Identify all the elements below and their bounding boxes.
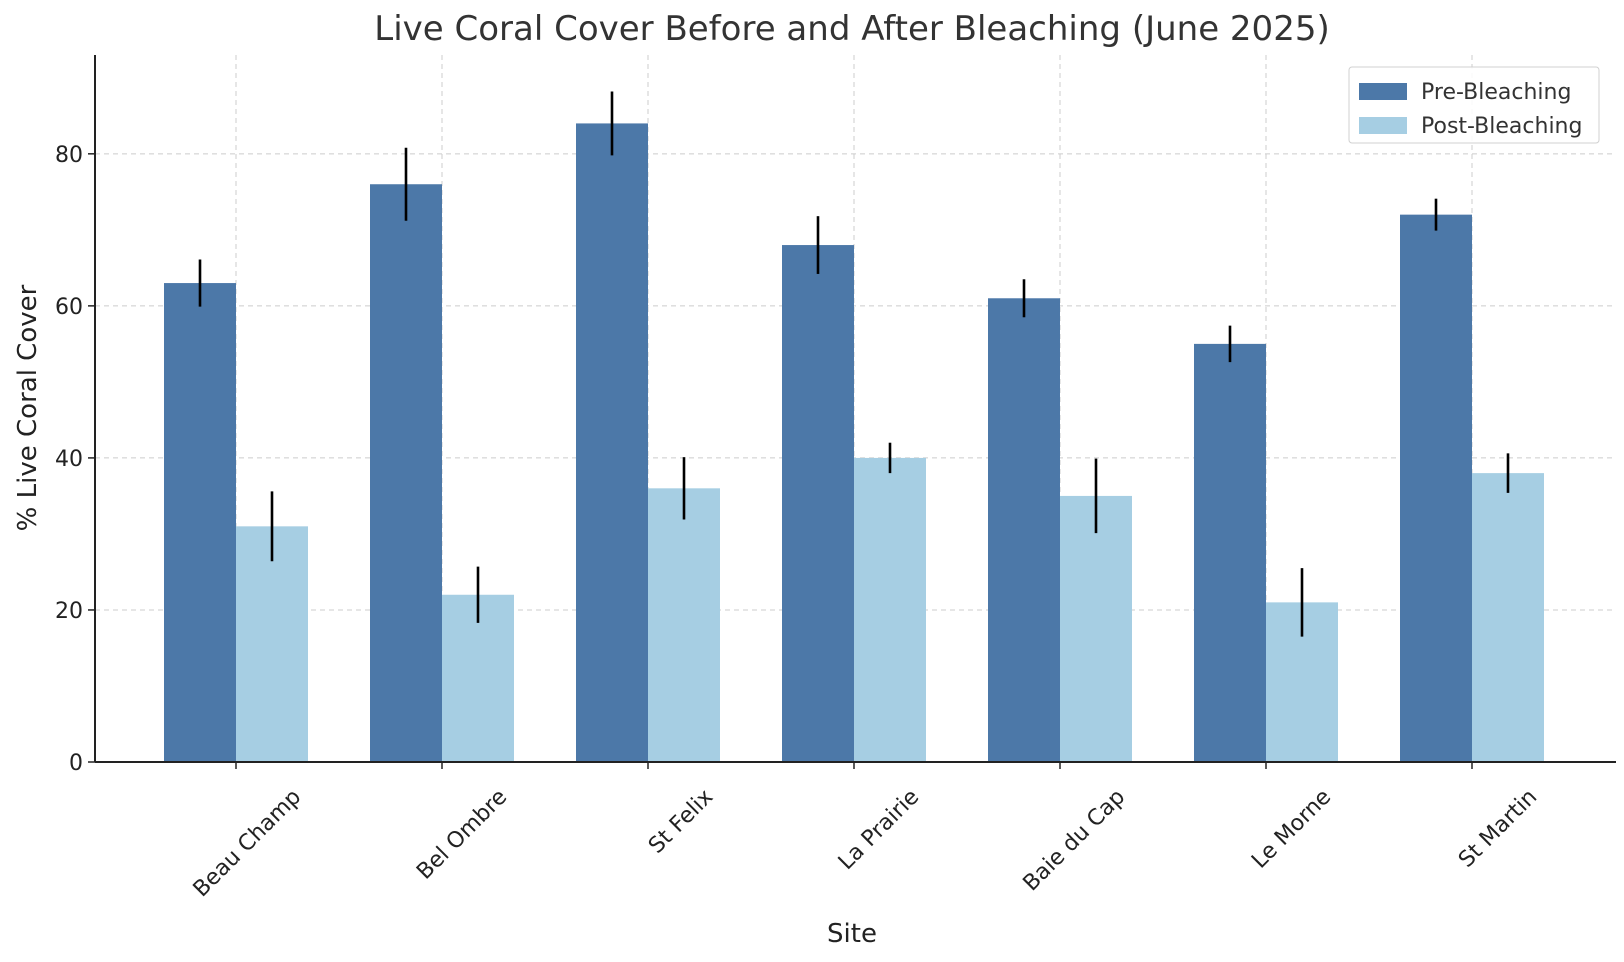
y-axis-title: % Live Coral Cover xyxy=(13,284,43,531)
x-tick-label: Le Morne xyxy=(1247,785,1336,874)
bar-pre-bleaching xyxy=(782,245,854,762)
bar-pre-bleaching xyxy=(370,184,442,762)
x-tick-label: La Prairie xyxy=(834,785,924,875)
bar-post-bleaching xyxy=(648,488,720,762)
x-tick-label: Baie du Cap xyxy=(1019,785,1131,897)
bar-pre-bleaching xyxy=(164,283,236,762)
legend-label: Post-Bleaching xyxy=(1421,114,1582,139)
axes-layer xyxy=(94,55,1616,763)
error-bars-layer xyxy=(198,91,1510,637)
bar-pre-bleaching xyxy=(1194,343,1266,762)
x-tick-label: St Felix xyxy=(644,785,718,859)
legend-label: Pre-Bleaching xyxy=(1421,80,1571,105)
x-axis-title: Site xyxy=(827,919,877,949)
legend: Pre-Bleaching Post-Bleaching xyxy=(1348,66,1600,144)
x-tick-label: Bel Ombre xyxy=(412,785,512,885)
y-tick-label: 80 xyxy=(55,143,83,168)
bar-post-bleaching xyxy=(1472,473,1544,762)
y-tick-label: 40 xyxy=(55,447,83,472)
bars-layer xyxy=(164,123,1544,763)
chart-title: Live Coral Cover Before and After Bleach… xyxy=(374,9,1329,49)
x-tick-label: Beau Champ xyxy=(189,785,307,903)
bar-post-bleaching xyxy=(1060,495,1132,762)
y-tick-label: 60 xyxy=(55,295,83,320)
bar-pre-bleaching xyxy=(988,298,1060,762)
bar-post-bleaching xyxy=(236,526,308,762)
bar-pre-bleaching xyxy=(1400,214,1472,763)
legend-swatch xyxy=(1359,117,1407,134)
y-tick-label: 20 xyxy=(55,599,83,624)
legend-box xyxy=(1348,66,1600,144)
bar-pre-bleaching xyxy=(576,123,648,762)
x-tick-label: St Martin xyxy=(1454,785,1542,873)
legend-swatch xyxy=(1359,83,1407,100)
y-tick-label: 0 xyxy=(69,751,83,776)
bar-post-bleaching xyxy=(854,457,926,762)
